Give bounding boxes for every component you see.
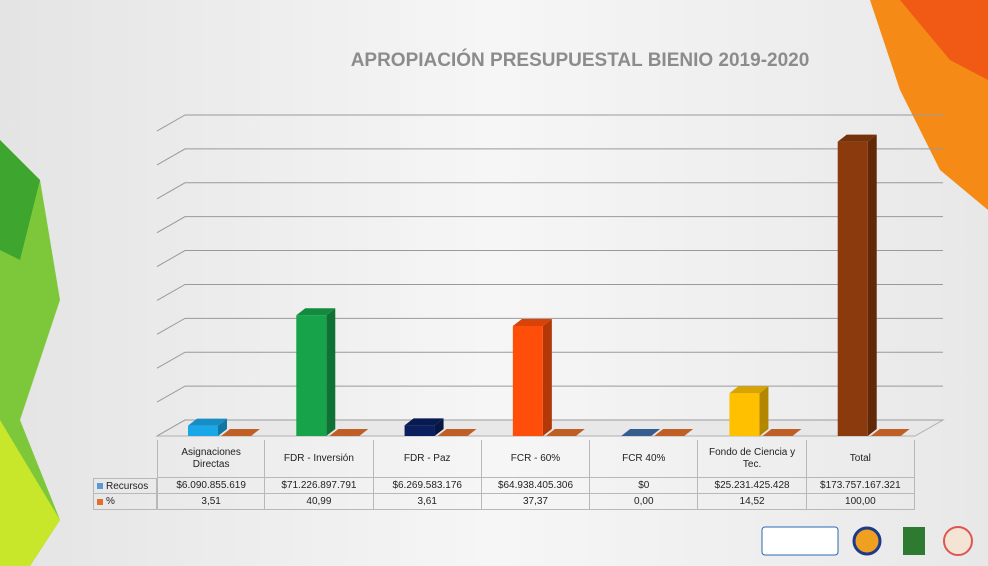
legend-label: Recursos bbox=[106, 481, 148, 492]
bar-side bbox=[759, 386, 768, 436]
legend-swatch bbox=[97, 499, 103, 505]
table-value: $71.226.897.791 bbox=[265, 478, 373, 494]
slide: APROPIACIÓN PRESUPUESTAL BIENIO 2019-202… bbox=[0, 0, 988, 566]
bar-side bbox=[326, 308, 335, 436]
grid-line bbox=[157, 149, 943, 165]
bar bbox=[296, 308, 335, 436]
logo bbox=[762, 527, 838, 555]
legend-item: % bbox=[93, 494, 157, 510]
table-value: $6.269.583.176 bbox=[374, 478, 482, 494]
x-tick-label: FCR - 60% bbox=[482, 440, 590, 478]
logos bbox=[762, 527, 972, 555]
table-value: $64.938.405.306 bbox=[482, 478, 590, 494]
bar-front bbox=[405, 425, 435, 436]
legend-item: Recursos bbox=[93, 478, 157, 494]
grid-line bbox=[157, 183, 943, 199]
grid-line bbox=[157, 251, 943, 267]
bar-side bbox=[543, 319, 552, 436]
chart-title: APROPIACIÓN PRESUPUESTAL BIENIO 2019-202… bbox=[351, 49, 810, 71]
grid-line bbox=[157, 284, 943, 300]
table-value: $25.231.425.428 bbox=[698, 478, 806, 494]
bar bbox=[513, 319, 552, 436]
table-value: 100,00 bbox=[807, 494, 915, 510]
bar-front bbox=[188, 426, 218, 436]
x-tick-label: FCR 40% bbox=[590, 440, 698, 478]
bar-front bbox=[838, 142, 868, 436]
bar bbox=[729, 386, 768, 436]
logo bbox=[944, 527, 972, 555]
logo bbox=[854, 528, 880, 554]
bar-side bbox=[868, 135, 877, 436]
x-tick-label: FDR - Paz bbox=[374, 440, 482, 478]
bar bbox=[188, 419, 227, 436]
grid-line bbox=[157, 217, 943, 233]
table-value: 40,99 bbox=[265, 494, 373, 510]
table-value: $0 bbox=[590, 478, 698, 494]
decoration bbox=[0, 420, 60, 566]
logo bbox=[903, 527, 925, 555]
bar-front bbox=[729, 393, 759, 436]
table-value: 3,61 bbox=[374, 494, 482, 510]
table-value: 37,37 bbox=[482, 494, 590, 510]
bar-front bbox=[296, 315, 326, 436]
x-tick-label: Asignaciones Directas bbox=[157, 440, 265, 478]
legend-swatch bbox=[97, 483, 103, 489]
table-value: 0,00 bbox=[590, 494, 698, 510]
bar-front bbox=[513, 326, 543, 436]
table-value: 14,52 bbox=[698, 494, 806, 510]
x-tick-label: Total bbox=[807, 440, 915, 478]
bar bbox=[838, 135, 877, 436]
legend-label: % bbox=[106, 496, 115, 507]
table-value: 3,51 bbox=[157, 494, 265, 510]
table-value: $6.090.855.619 bbox=[157, 478, 265, 494]
table-value: $173.757.167.321 bbox=[807, 478, 915, 494]
x-tick-label: Fondo de Ciencia y Tec. bbox=[698, 440, 806, 478]
grid-line bbox=[157, 115, 943, 131]
bar bbox=[405, 418, 444, 436]
x-tick-label: FDR - Inversión bbox=[265, 440, 373, 478]
